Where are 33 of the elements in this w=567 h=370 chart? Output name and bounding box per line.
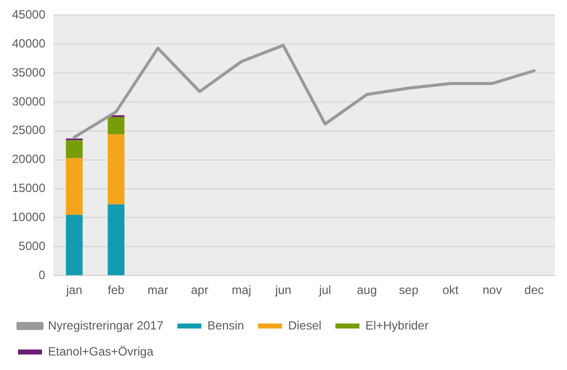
bar xyxy=(108,117,124,134)
legend-label: Etanol+Gas+Övriga xyxy=(48,344,154,358)
bar xyxy=(66,158,83,215)
x-tick-label: jun xyxy=(274,283,292,298)
y-tick-label: 45000 xyxy=(12,8,46,22)
bar xyxy=(66,140,83,158)
x-tick-label: aug xyxy=(356,283,377,298)
y-tick-label: 20000 xyxy=(12,152,46,166)
y-tick-label: 0 xyxy=(38,268,46,282)
x-tick-label: sep xyxy=(399,283,419,298)
x-tick-label: mar xyxy=(148,283,168,298)
x-tick-label: feb xyxy=(108,283,125,298)
y-tick-label: 25000 xyxy=(12,123,46,138)
x-tick-label: dec xyxy=(524,283,544,298)
y-tick-label: 40000 xyxy=(12,36,46,50)
bar xyxy=(66,214,83,276)
x-tick-label: nov xyxy=(482,283,502,298)
y-tick-label: 15000 xyxy=(12,181,46,196)
x-tick-label: jul xyxy=(318,283,332,298)
x-tick-label: jan xyxy=(65,283,82,298)
bar xyxy=(108,134,124,204)
legend-label: Nyregistreringar 2017 xyxy=(48,318,164,332)
x-tick-label: apr xyxy=(191,283,208,298)
y-tick-label: 5000 xyxy=(18,238,46,253)
legend-label: El+Hybrider xyxy=(365,318,428,332)
x-tick-label: okt xyxy=(442,283,460,298)
y-tick-label: 10000 xyxy=(12,210,46,224)
y-tick-label: 35000 xyxy=(12,65,46,80)
bar xyxy=(108,204,124,276)
legend-label: Diesel xyxy=(288,318,322,332)
y-tick-label: 30000 xyxy=(12,94,46,108)
x-tick-label: maj xyxy=(232,283,252,298)
legend-label: Bensin xyxy=(207,318,244,332)
